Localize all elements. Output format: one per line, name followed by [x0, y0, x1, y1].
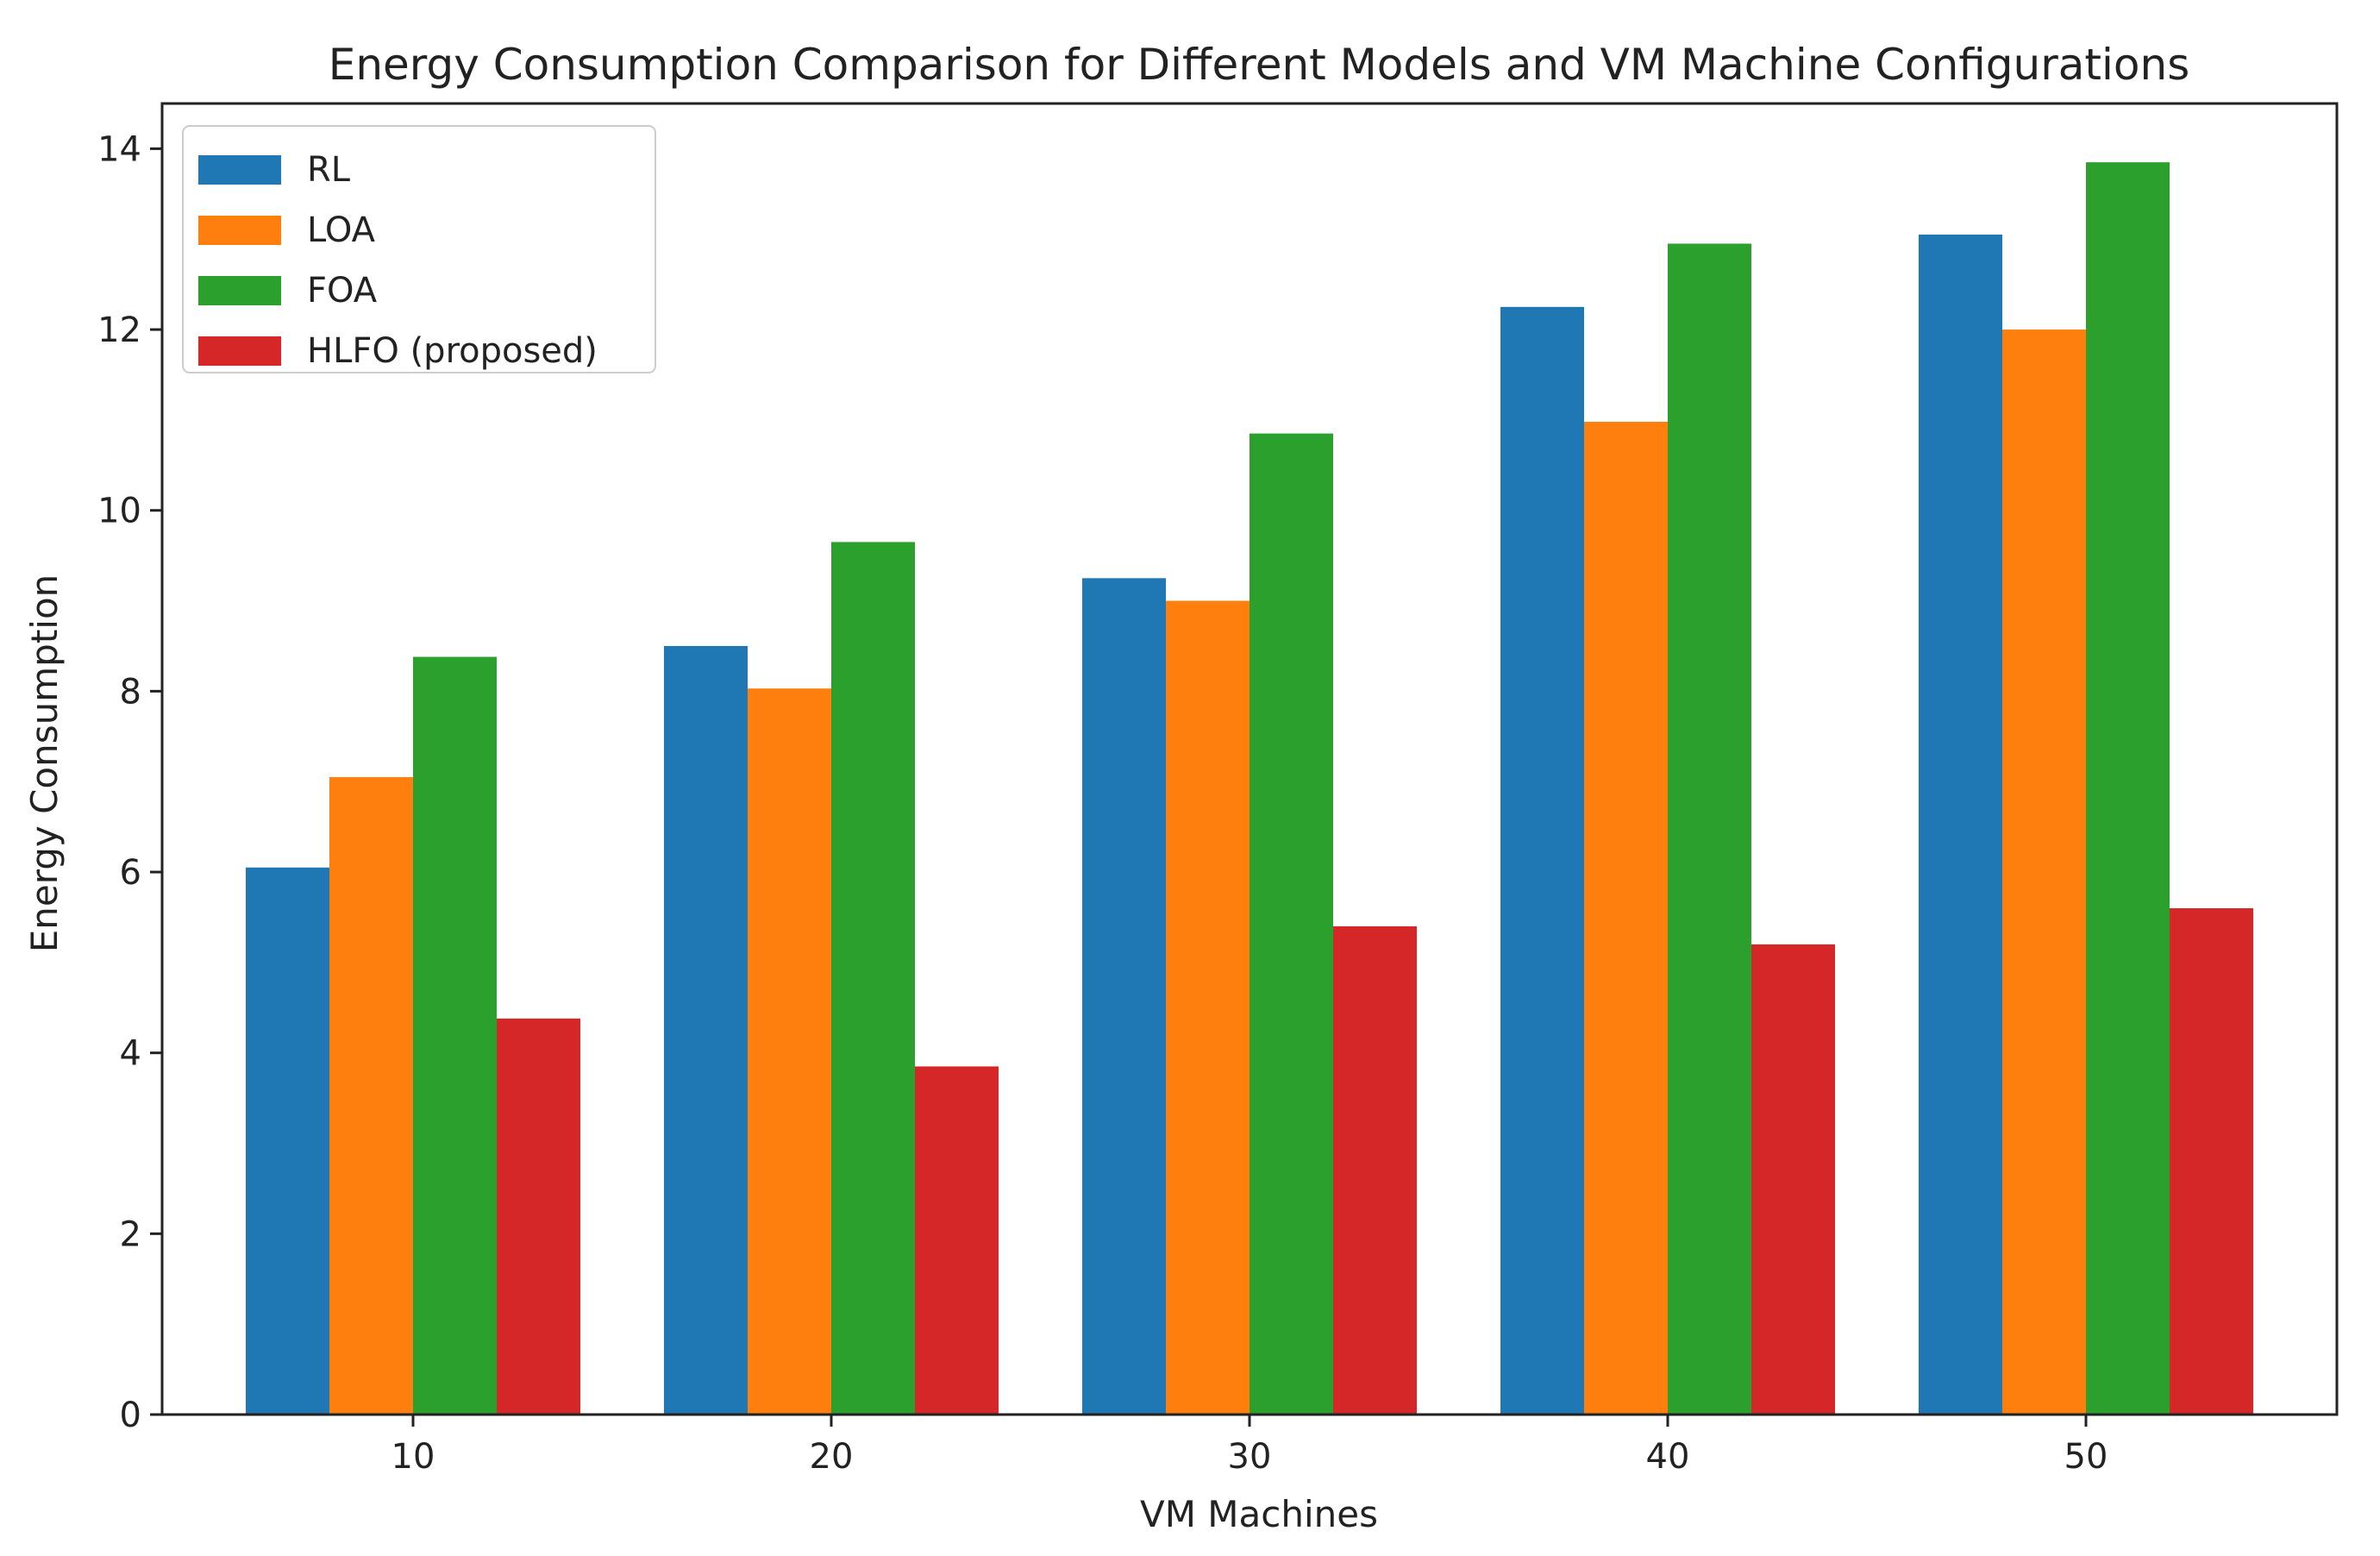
- bar-hlfo-proposed-30: [1333, 925, 1417, 1415]
- bar-rl-10: [246, 867, 329, 1415]
- bar-rl-30: [1082, 578, 1166, 1415]
- legend-swatch: [198, 276, 281, 305]
- bars-layer: [246, 162, 2253, 1415]
- legend-swatch: [198, 155, 281, 185]
- x-axis-label: VM Machines: [1140, 1493, 1378, 1535]
- y-tick-label: 10: [97, 492, 141, 531]
- bar-rl-40: [1500, 306, 1584, 1415]
- legend-label: LOA: [307, 210, 376, 250]
- bar-loa-10: [329, 776, 413, 1415]
- bar-foa-30: [1250, 433, 1333, 1415]
- bar-hlfo-proposed-20: [915, 1066, 999, 1415]
- x-tick-label: 40: [1646, 1437, 1690, 1477]
- x-tick-label: 20: [810, 1437, 854, 1477]
- y-axis: 0 2 4 6 8 10 12 14: [97, 129, 162, 1435]
- legend-label: HLFO (proposed): [307, 331, 598, 371]
- bar-loa-40: [1584, 421, 1668, 1415]
- bar-loa-50: [2002, 329, 2086, 1415]
- chart-title: Energy Consumption Comparison for Differ…: [329, 40, 2190, 90]
- legend-box: [182, 125, 656, 373]
- x-tick-label: 10: [391, 1437, 435, 1477]
- bar-rl-20: [664, 645, 748, 1415]
- x-axis: 10 20 30 40 50: [391, 1415, 2108, 1477]
- legend-swatch: [198, 336, 281, 366]
- bar-hlfo-proposed-10: [497, 1018, 580, 1415]
- x-tick-label: 30: [1228, 1437, 1272, 1477]
- y-tick-label: 2: [120, 1214, 141, 1254]
- y-tick-label: 8: [120, 672, 141, 712]
- bar-foa-40: [1668, 243, 1751, 1415]
- bar-foa-10: [413, 656, 497, 1415]
- legend-swatch: [198, 216, 281, 245]
- legend: RL LOA FOA HLFO (proposed): [182, 125, 656, 373]
- bar-hlfo-proposed-40: [1751, 944, 1835, 1415]
- bar-loa-20: [748, 688, 831, 1415]
- bar-foa-50: [2086, 162, 2170, 1415]
- y-tick-label: 6: [120, 853, 141, 893]
- legend-label: RL: [307, 150, 351, 190]
- bar-foa-20: [831, 542, 915, 1415]
- y-tick-label: 12: [97, 311, 141, 350]
- bar-rl-50: [1919, 235, 2002, 1415]
- x-tick-label: 50: [2064, 1437, 2108, 1477]
- y-tick-label: 14: [97, 129, 141, 169]
- plot-frame: [160, 102, 2339, 1416]
- legend-label: FOA: [307, 271, 378, 311]
- bar-hlfo-proposed-50: [2170, 907, 2253, 1415]
- y-tick-label: 4: [120, 1034, 141, 1074]
- y-axis-label: Energy Consumption: [23, 574, 66, 953]
- bar-loa-30: [1166, 600, 1250, 1415]
- y-tick-label: 0: [120, 1396, 141, 1435]
